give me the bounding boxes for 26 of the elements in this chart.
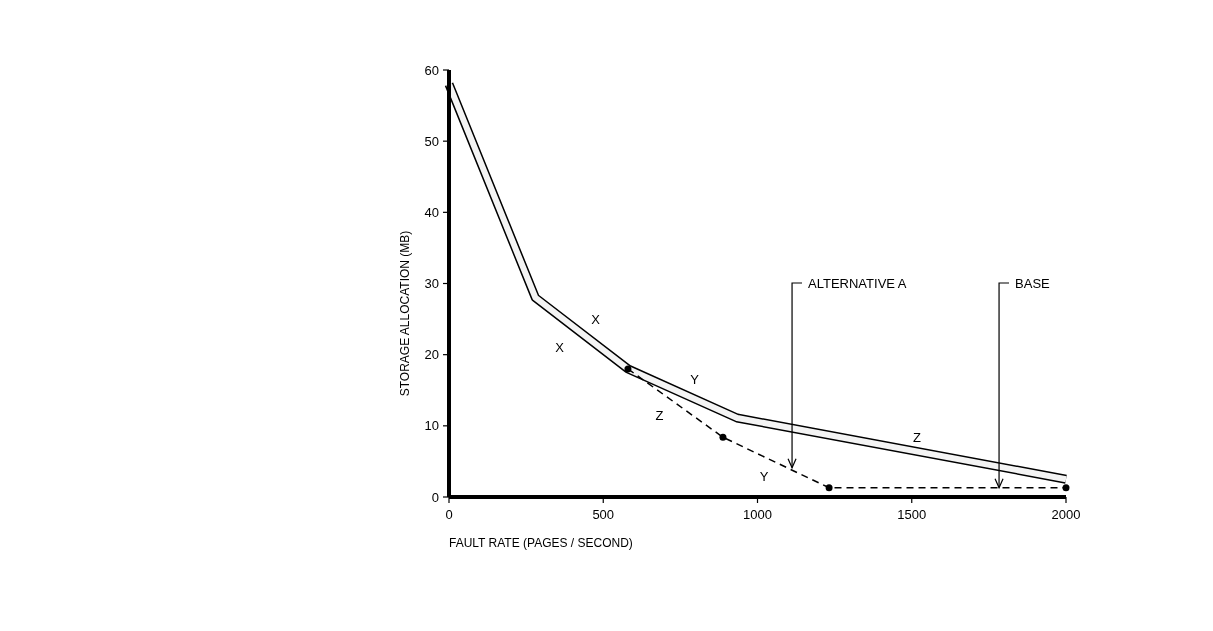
x-tick-label: 500 [592, 507, 615, 522]
point [719, 433, 727, 441]
x-tick-label: 2000 [1051, 507, 1081, 522]
annotation: ALTERNATIVE A [808, 275, 907, 291]
annotation: X [555, 339, 565, 355]
annotation: BASE [1015, 275, 1051, 291]
x-tick-label: 0 [445, 507, 453, 522]
y-tick-label: 60 [424, 62, 439, 78]
y-tick-label: 30 [424, 276, 439, 292]
y-tick-label: 50 [424, 133, 439, 149]
y-tick-label: 20 [424, 347, 439, 363]
y-tick-label: 10 [424, 418, 439, 434]
point [1062, 484, 1070, 492]
annotation: Y [690, 371, 700, 387]
y-tick-label: 0 [431, 489, 439, 505]
point [624, 365, 632, 373]
annotation: X [591, 311, 601, 327]
point [825, 484, 833, 492]
y-tick-label: 40 [424, 204, 439, 220]
y-axis-title: STORAGE ALLOCATION (MB) [398, 230, 412, 397]
x-tick-label: 1500 [897, 507, 927, 522]
annotation: Z [655, 407, 664, 423]
x-tick-label: 1000 [743, 507, 772, 522]
x-axis-title: FAULT RATE (PAGES / SECOND) [449, 536, 633, 550]
annotation: Y [759, 468, 769, 484]
annotation: Z [913, 430, 922, 445]
